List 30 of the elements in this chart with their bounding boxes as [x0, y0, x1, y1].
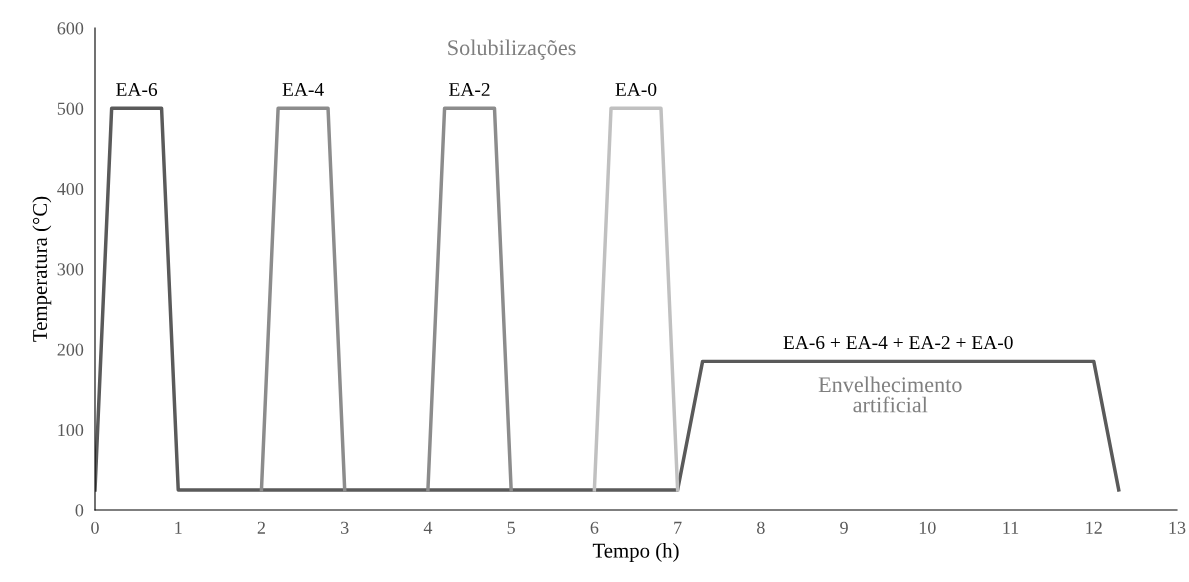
annotation: EA-4 — [282, 83, 324, 96]
y-axis-title: Temperatura (°C) — [32, 196, 52, 342]
x-axis-title: Tempo (h) — [592, 543, 679, 562]
x-tick-label: 6 — [590, 521, 599, 534]
x-tick-label: 10 — [919, 521, 936, 534]
annotation: Solubilizações — [448, 39, 576, 60]
annotation: Envelhecimento artificial — [818, 376, 962, 413]
x-tick-label: 5 — [507, 521, 515, 534]
y-tick-label: 600 — [57, 22, 84, 35]
y-tick-label: 100 — [58, 423, 84, 437]
annotation: EA-6 + EA-4 + EA-2 + EA-0 — [783, 335, 1013, 350]
x-tick-label: 4 — [423, 521, 433, 534]
x-tick-label: 9 — [840, 521, 848, 534]
x-tick-label: 7 — [674, 521, 682, 534]
y-tick-label: 400 — [57, 182, 84, 196]
annotation: EA-2 — [449, 82, 490, 96]
y-tick-label: 0 — [75, 504, 84, 517]
x-tick-label: 2 — [257, 521, 265, 534]
x-tick-label: 13 — [1169, 521, 1186, 534]
x-tick-label: 8 — [757, 521, 765, 534]
x-tick-label: 0 — [91, 521, 99, 534]
x-tick-label: 1 — [175, 521, 182, 534]
annotation: EA-0 — [615, 82, 657, 97]
y-tick-label: 300 — [57, 263, 84, 276]
x-tick-label: 3 — [341, 521, 349, 534]
y-tick-label: 200 — [57, 343, 84, 356]
annotation: EA-6 — [116, 82, 158, 97]
y-tick-label: 500 — [57, 102, 84, 115]
x-tick-label: 11 — [1003, 521, 1019, 534]
x-tick-label: 12 — [1086, 521, 1102, 534]
